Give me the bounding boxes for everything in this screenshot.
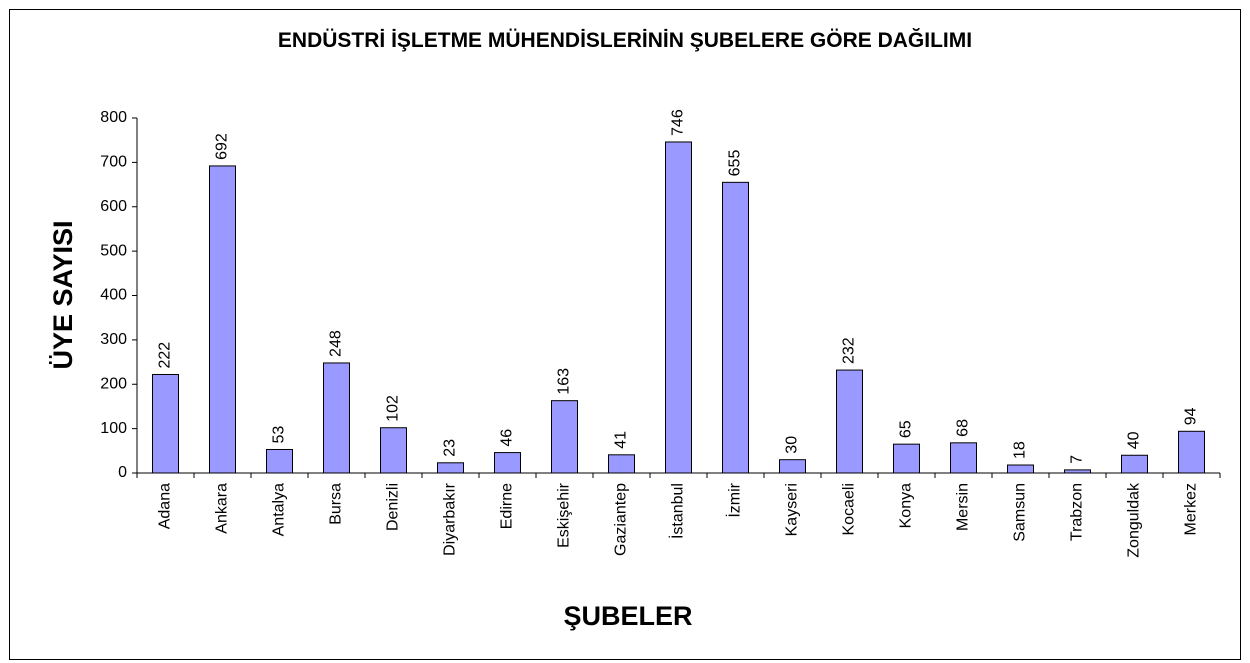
x-tick-label: Mersin: [955, 483, 972, 531]
x-tick-label: Edirne: [499, 483, 516, 529]
bar: [722, 181, 749, 474]
x-tick-label: Ankara: [214, 483, 231, 534]
bar: [152, 373, 179, 474]
value-label: 746: [670, 109, 687, 136]
bar: [437, 462, 464, 474]
bar: [551, 400, 578, 474]
y-tick-label: 700: [100, 154, 127, 171]
x-tick-label: Zonguldak: [1126, 482, 1143, 558]
chart-title: ENDÜSTRİ İŞLETME MÜHENDİSLERİNİN ŞUBELER…: [278, 28, 972, 52]
value-label: 68: [955, 419, 972, 437]
value-label: 23: [442, 439, 459, 457]
x-tick-label: Denizli: [385, 483, 402, 531]
x-tick-label: Diyarbakır: [442, 482, 459, 556]
bar: [1007, 464, 1034, 474]
y-axis-label: ÜYE SAYISI: [48, 220, 78, 369]
value-label: 692: [214, 133, 231, 160]
x-tick-label: Merkez: [1183, 483, 1200, 535]
bar: [494, 452, 521, 474]
x-tick-label: Kayseri: [784, 483, 801, 536]
bar: [209, 165, 236, 474]
y-tick-label: 100: [100, 420, 127, 437]
bar: [608, 454, 635, 474]
x-tick-label: Konya: [898, 483, 915, 528]
value-label: 655: [727, 150, 744, 177]
value-label: 53: [271, 426, 288, 444]
bar: [893, 443, 920, 474]
value-label: 222: [157, 342, 174, 369]
value-label: 40: [1126, 431, 1143, 449]
y-tick-label: 200: [100, 375, 127, 392]
value-label: 94: [1183, 407, 1200, 425]
bar: [323, 362, 350, 474]
y-tick-label: 300: [100, 331, 127, 348]
x-tick-label: İstanbul: [668, 483, 687, 539]
value-label: 18: [1012, 441, 1029, 459]
x-tick-label: Kocaeli: [841, 483, 858, 535]
y-tick-label: 400: [100, 287, 127, 304]
bar: [779, 459, 806, 474]
value-label: 30: [784, 436, 801, 454]
bar: [950, 442, 977, 474]
x-axis-label: ŞUBELER: [563, 601, 692, 631]
bar: [1121, 454, 1148, 474]
chart-border: [9, 9, 1241, 660]
y-tick-label: 500: [100, 242, 127, 259]
x-tick-label: İzmir: [725, 482, 744, 517]
value-label: 46: [499, 429, 516, 447]
x-tick-label: Adana: [157, 483, 174, 529]
x-tick-label: Gaziantep: [613, 483, 630, 556]
x-tick-label: Antalya: [271, 483, 288, 536]
x-tick-label: Bursa: [328, 483, 345, 525]
bar: [1178, 430, 1205, 474]
bar: [1064, 469, 1091, 474]
value-label: 248: [328, 330, 345, 357]
value-label: 163: [556, 368, 573, 395]
bar: [836, 369, 863, 474]
y-tick-label: 0: [118, 464, 127, 481]
bar: [266, 448, 293, 474]
x-tick-label: Samsun: [1012, 483, 1029, 542]
y-tick-label: 600: [100, 198, 127, 215]
value-label: 65: [898, 420, 915, 438]
bar: [665, 141, 692, 474]
x-tick-label: Eskişehir: [556, 482, 573, 548]
value-label: 232: [841, 337, 858, 364]
value-label: 102: [385, 395, 402, 422]
value-label: 41: [613, 431, 630, 449]
value-label: 7: [1069, 455, 1086, 464]
bar: [380, 427, 407, 474]
y-tick-label: 800: [100, 109, 127, 126]
x-tick-label: Trabzon: [1069, 483, 1086, 541]
